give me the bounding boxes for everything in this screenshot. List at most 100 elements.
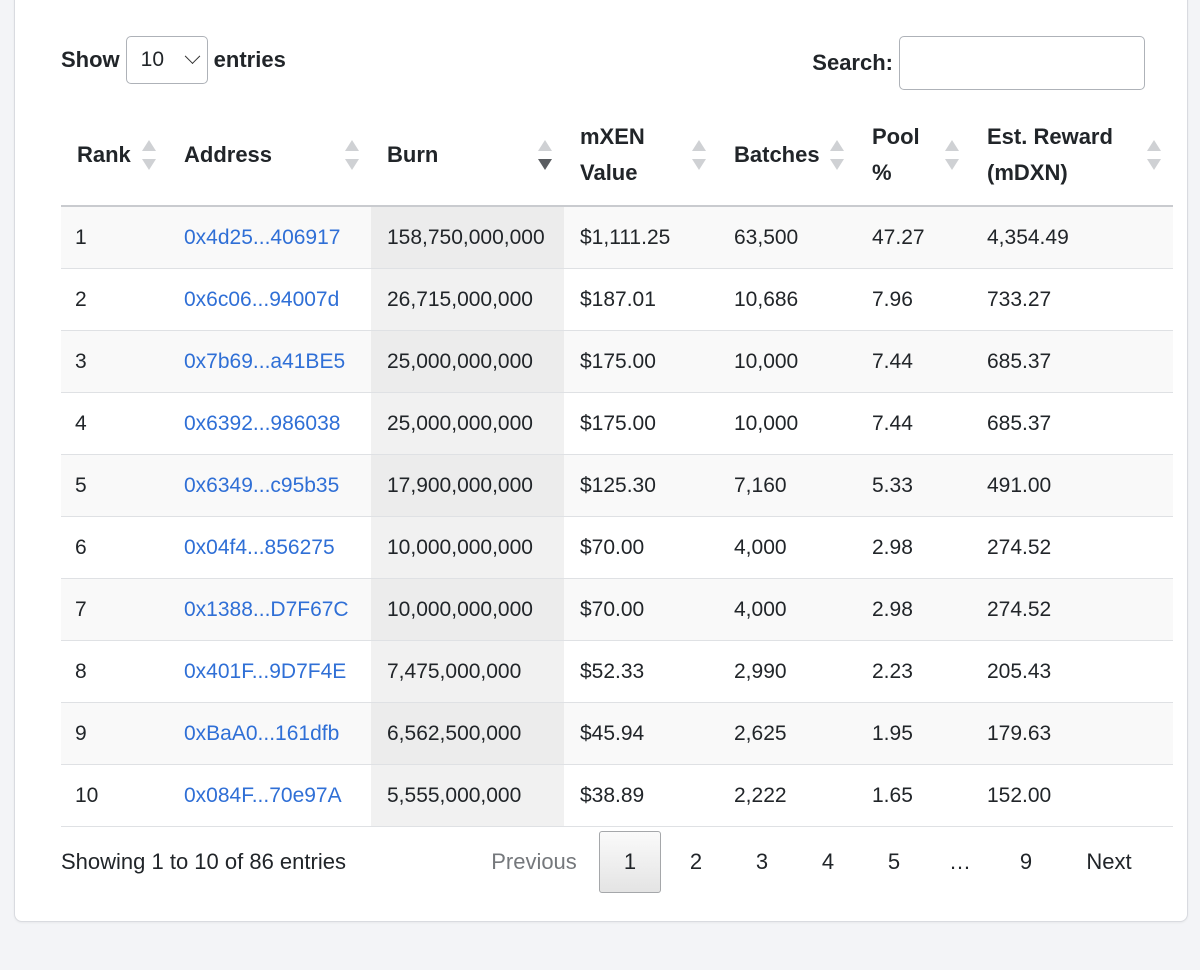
table-info: Showing 1 to 10 of 86 entries xyxy=(61,849,346,874)
cell-burn: 5,555,000,000 xyxy=(371,765,564,826)
cell-mxen-value: $125.30 xyxy=(580,473,656,497)
sort-icon xyxy=(692,140,706,170)
cell-mxen-value: $187.01 xyxy=(580,287,656,311)
cell-burn: 7,475,000,000 xyxy=(371,641,564,702)
cell-burn: 10,000,000,000 xyxy=(371,517,564,578)
cell-est-reward: 205.43 xyxy=(987,659,1052,683)
sort-icon xyxy=(830,140,844,170)
column-header-pool-percent[interactable]: Pool % xyxy=(856,105,971,205)
sort-icon xyxy=(345,140,359,170)
cell-burn: 17,900,000,000 xyxy=(371,455,564,516)
page-button-last[interactable]: 9 xyxy=(1019,849,1033,874)
page-button-4[interactable]: 4 xyxy=(821,849,835,874)
cell-pool-percent: 7.44 xyxy=(872,411,913,435)
page-button-5[interactable]: 5 xyxy=(887,849,901,874)
cell-mxen-value: $45.94 xyxy=(580,721,645,745)
cell-batches: 2,625 xyxy=(734,721,787,745)
cell-address[interactable]: 0x6c06...94007d xyxy=(184,287,340,311)
page-button-2[interactable]: 2 xyxy=(689,849,703,874)
page-button-1[interactable]: 1 xyxy=(599,831,661,893)
cell-burn: 6,562,500,000 xyxy=(371,703,564,764)
search-label: Search: xyxy=(812,50,893,75)
pagination: Previous 1 2 3 4 5 … 9 Next xyxy=(471,831,1159,893)
next-page-button[interactable]: Next xyxy=(1086,849,1132,874)
column-header-label: Address xyxy=(184,142,273,167)
cell-address[interactable]: 0x1388...D7F67C xyxy=(184,597,349,621)
table-row: 6 0x04f4...856275 10,000,000,000 $70.00 4,00… xyxy=(61,517,1173,579)
cell-address[interactable]: 0x04f4...856275 xyxy=(184,535,335,559)
table-card: Show 10 entries Search: Rank Address Burn m… xyxy=(14,0,1188,922)
column-header-batches[interactable]: Batches xyxy=(718,105,856,205)
column-header-est-reward[interactable]: Est. Reward (mDXN) xyxy=(971,105,1173,205)
sort-up-icon xyxy=(538,140,552,151)
cell-pool-percent: 2.98 xyxy=(872,597,913,621)
cell-pool-percent: 2.23 xyxy=(872,659,913,683)
show-label: Show xyxy=(61,47,120,72)
table-row: 2 0x6c06...94007d 26,715,000,000 $187.01 10,… xyxy=(61,269,1173,331)
column-header-burn[interactable]: Burn xyxy=(371,105,564,205)
sort-down-icon xyxy=(345,159,359,170)
cell-est-reward: 491.00 xyxy=(987,473,1052,497)
table-row: 4 0x6392...986038 25,000,000,000 $175.00 10,… xyxy=(61,393,1173,455)
cell-batches: 63,500 xyxy=(734,225,799,249)
search-input[interactable] xyxy=(899,36,1145,90)
cell-mxen-value: $38.89 xyxy=(580,783,645,807)
column-header-mxen-value[interactable]: mXEN Value xyxy=(564,105,718,205)
cell-pool-percent: 7.44 xyxy=(872,349,913,373)
previous-page-button[interactable]: Previous xyxy=(491,849,577,874)
cell-pool-percent: 2.98 xyxy=(872,535,913,559)
cell-est-reward: 179.63 xyxy=(987,721,1052,745)
cell-batches: 2,222 xyxy=(734,783,787,807)
cell-rank: 10 xyxy=(75,783,99,807)
cell-pool-percent: 47.27 xyxy=(872,225,925,249)
sort-icon xyxy=(538,140,552,170)
entries-select-value: 10 xyxy=(140,48,165,71)
column-header-address[interactable]: Address xyxy=(168,105,371,205)
cell-rank: 5 xyxy=(75,473,87,497)
burn-leaderboard-table: Rank Address Burn mXEN Value Batches Pool % Es… xyxy=(61,105,1173,827)
cell-est-reward: 685.37 xyxy=(987,349,1052,373)
table-row: 8 0x401F...9D7F4E 7,475,000,000 $52.33 2,990… xyxy=(61,641,1173,703)
table-row: 3 0x7b69...a41BE5 25,000,000,000 $175.00 10,… xyxy=(61,331,1173,393)
cell-batches: 7,160 xyxy=(734,473,787,497)
cell-rank: 6 xyxy=(75,535,87,559)
cell-address[interactable]: 0x6349...c95b35 xyxy=(184,473,340,497)
column-header-label: Rank xyxy=(77,142,131,167)
cell-address[interactable]: 0x084F...70e97A xyxy=(184,783,342,807)
chevron-down-icon xyxy=(184,47,200,64)
cell-batches: 4,000 xyxy=(734,597,787,621)
cell-est-reward: 274.52 xyxy=(987,535,1052,559)
cell-address[interactable]: 0x6392...986038 xyxy=(184,411,341,435)
entries-length-control: Show 10 entries xyxy=(61,36,286,84)
sort-down-icon xyxy=(692,159,706,170)
sort-down-icon xyxy=(142,159,156,170)
cell-est-reward: 274.52 xyxy=(987,597,1052,621)
sort-icon xyxy=(945,140,959,170)
pagination-ellipsis: … xyxy=(949,849,971,874)
sort-up-icon xyxy=(142,140,156,151)
cell-burn: 158,750,000,000 xyxy=(371,207,564,268)
cell-address[interactable]: 0x401F...9D7F4E xyxy=(184,659,347,683)
cell-mxen-value: $52.33 xyxy=(580,659,645,683)
cell-mxen-value: $70.00 xyxy=(580,597,645,621)
cell-rank: 9 xyxy=(75,721,87,745)
cell-pool-percent: 1.65 xyxy=(872,783,913,807)
cell-pool-percent: 5.33 xyxy=(872,473,913,497)
sort-up-icon xyxy=(830,140,844,151)
cell-rank: 7 xyxy=(75,597,87,621)
cell-burn: 25,000,000,000 xyxy=(371,331,564,392)
cell-address[interactable]: 0x4d25...406917 xyxy=(184,225,341,249)
cell-pool-percent: 7.96 xyxy=(872,287,913,311)
table-row: 10 0x084F...70e97A 5,555,000,000 $38.89 2,22… xyxy=(61,765,1173,827)
column-header-label: mXEN Value xyxy=(580,124,645,185)
cell-address[interactable]: 0x7b69...a41BE5 xyxy=(184,349,346,373)
page-button-3[interactable]: 3 xyxy=(755,849,769,874)
column-header-label: Burn xyxy=(387,142,439,167)
cell-rank: 3 xyxy=(75,349,87,373)
cell-est-reward: 733.27 xyxy=(987,287,1052,311)
column-header-rank[interactable]: Rank xyxy=(61,105,168,205)
cell-est-reward: 4,354.49 xyxy=(987,225,1069,249)
sort-down-icon xyxy=(538,159,552,170)
cell-address[interactable]: 0xBaA0...161dfb xyxy=(184,721,340,745)
entries-select[interactable]: 10 xyxy=(125,36,208,84)
